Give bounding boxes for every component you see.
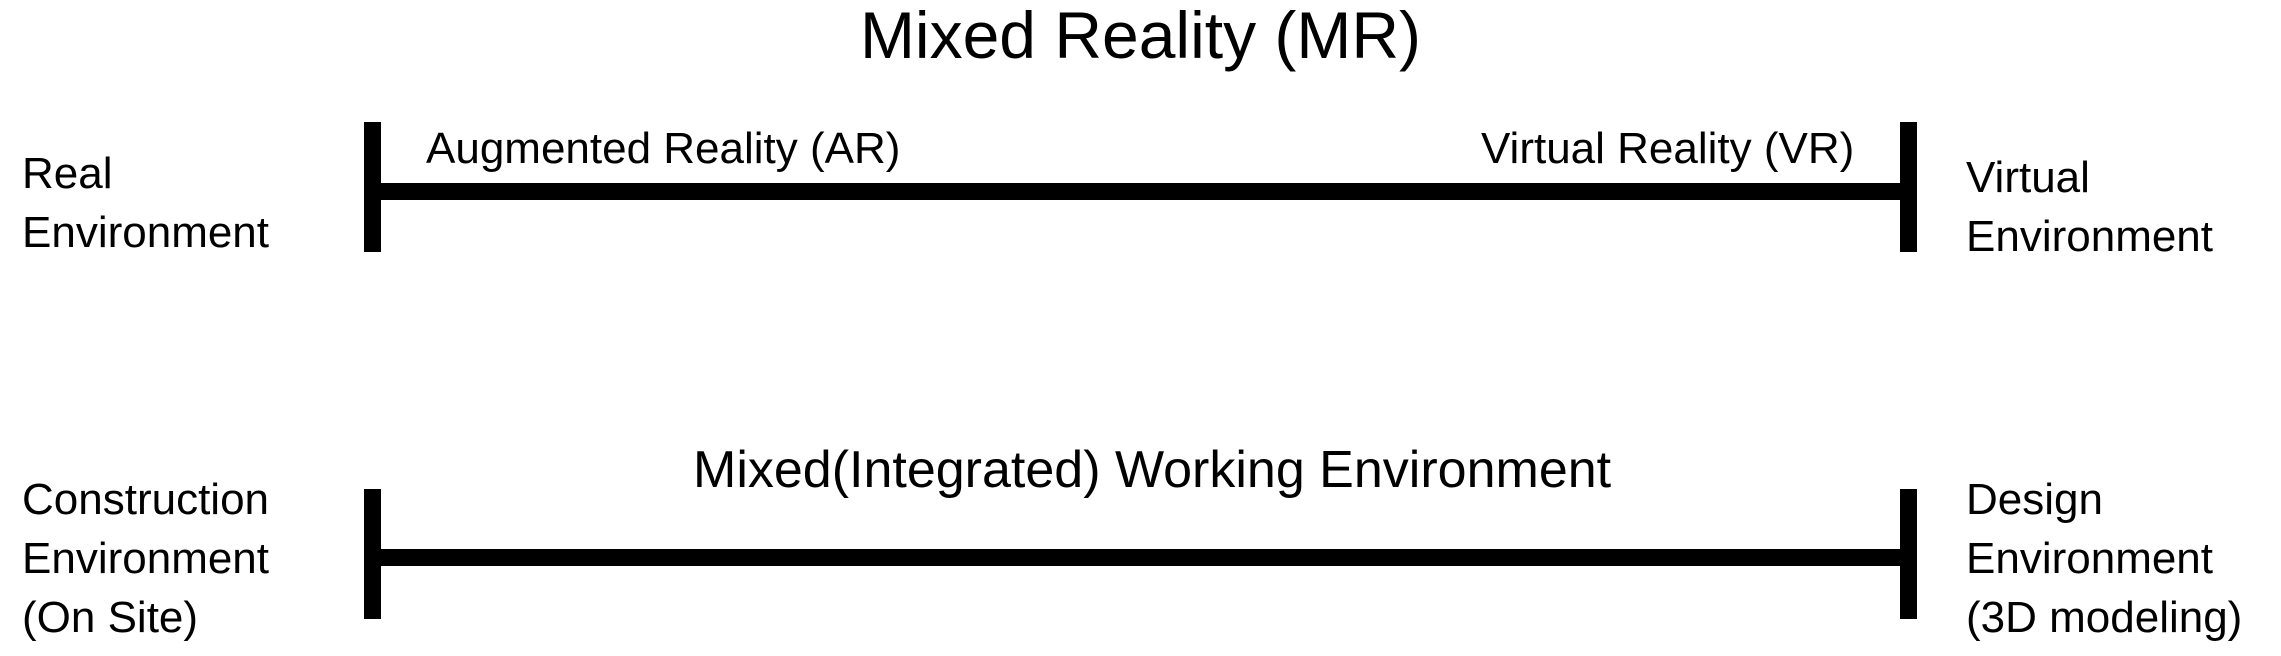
augmented-reality-label: Augmented Reality (AR) bbox=[426, 124, 901, 173]
construction-environment-line-3: (On Site) bbox=[22, 593, 199, 642]
virtual-reality-label: Virtual Reality (VR) bbox=[1481, 124, 1855, 173]
bottom-axis-line bbox=[364, 549, 1917, 566]
design-environment-line-3: (3D modeling) bbox=[1966, 593, 2243, 642]
design-environment-label: Design Environment (3D modeling) bbox=[1966, 470, 2242, 647]
construction-environment-line-2: Environment bbox=[22, 534, 270, 583]
virtual-environment-label: Virtual Environment bbox=[1966, 148, 2213, 266]
top-axis-line bbox=[364, 183, 1917, 200]
construction-environment-line-1: Construction bbox=[22, 475, 270, 524]
real-environment-label: Real Environment bbox=[22, 144, 269, 262]
bottom-right-end-cap bbox=[1900, 489, 1917, 619]
top-right-end-cap bbox=[1900, 122, 1917, 252]
mixed-working-environment-label: Mixed(Integrated) Working Environment bbox=[693, 441, 1612, 499]
virtual-environment-line-2: Environment bbox=[1966, 212, 2214, 261]
virtual-environment-line-1: Virtual bbox=[1966, 153, 2090, 202]
real-environment-line-1: Real bbox=[22, 149, 113, 198]
real-environment-line-2: Environment bbox=[22, 208, 270, 257]
construction-environment-label: Construction Environment (On Site) bbox=[22, 470, 269, 647]
design-environment-line-1: Design bbox=[1966, 475, 2103, 524]
diagram-title: Mixed Reality (MR) bbox=[859, 0, 1422, 72]
design-environment-line-2: Environment bbox=[1966, 534, 2214, 583]
